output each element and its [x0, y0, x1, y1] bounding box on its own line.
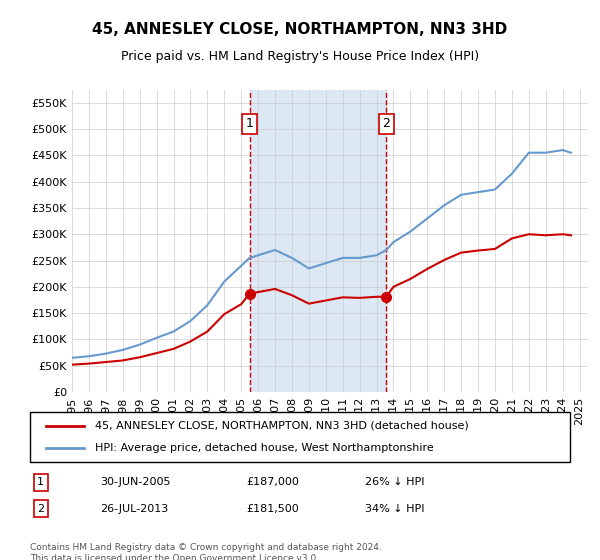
Text: 2: 2 [382, 117, 390, 130]
Text: 45, ANNESLEY CLOSE, NORTHAMPTON, NN3 3HD (detached house): 45, ANNESLEY CLOSE, NORTHAMPTON, NN3 3HD… [95, 421, 469, 431]
Text: 1: 1 [246, 117, 254, 130]
Text: 26% ↓ HPI: 26% ↓ HPI [365, 477, 424, 487]
Text: HPI: Average price, detached house, West Northamptonshire: HPI: Average price, detached house, West… [95, 443, 434, 453]
Text: £181,500: £181,500 [246, 504, 299, 514]
Text: Contains HM Land Registry data © Crown copyright and database right 2024.
This d: Contains HM Land Registry data © Crown c… [30, 543, 382, 560]
Text: 45, ANNESLEY CLOSE, NORTHAMPTON, NN3 3HD: 45, ANNESLEY CLOSE, NORTHAMPTON, NN3 3HD [92, 22, 508, 38]
Text: 34% ↓ HPI: 34% ↓ HPI [365, 504, 424, 514]
Text: 2: 2 [37, 504, 44, 514]
Bar [250, 90, 386, 392]
Text: £187,000: £187,000 [246, 477, 299, 487]
FancyBboxPatch shape [30, 412, 570, 462]
Text: 26-JUL-2013: 26-JUL-2013 [100, 504, 169, 514]
Text: Price paid vs. HM Land Registry's House Price Index (HPI): Price paid vs. HM Land Registry's House … [121, 50, 479, 63]
Text: 30-JUN-2005: 30-JUN-2005 [100, 477, 170, 487]
Text: 1: 1 [37, 477, 44, 487]
